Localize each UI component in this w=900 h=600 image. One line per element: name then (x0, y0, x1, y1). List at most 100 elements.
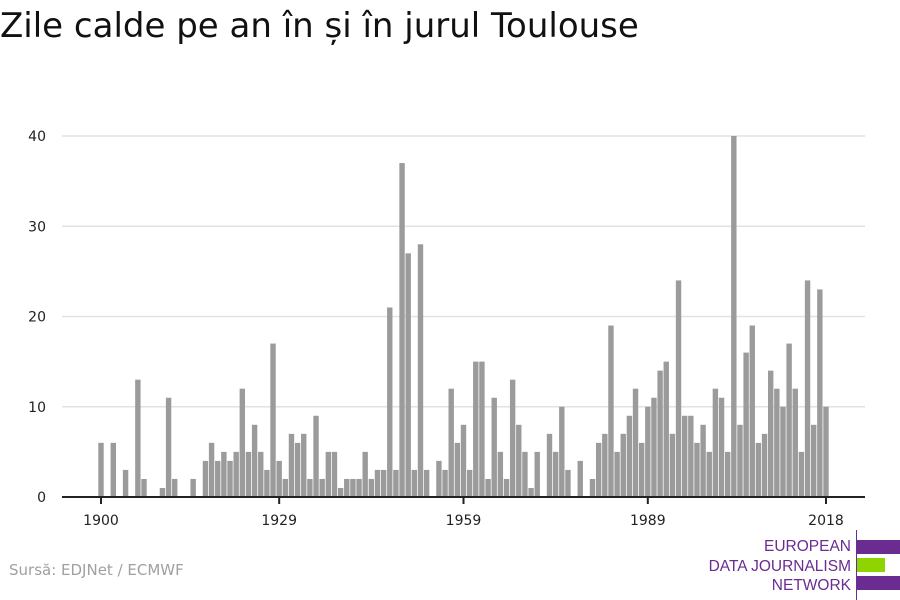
bar-1949 (399, 163, 405, 497)
bar-2005 (743, 352, 749, 497)
bar-1925 (251, 424, 258, 497)
bar-1902 (110, 442, 116, 497)
bar-1929 (276, 460, 282, 497)
bar-1940 (344, 478, 350, 497)
bar-1951 (411, 469, 418, 497)
bar-1926 (258, 451, 264, 497)
y-tick-label: 30 (28, 219, 46, 235)
y-tick-label: 10 (28, 400, 46, 416)
bar-1915 (190, 478, 196, 497)
logo-bar-purple-2 (857, 576, 900, 590)
bar-1945 (374, 469, 381, 497)
bar-2003 (731, 136, 737, 497)
bar-1934 (307, 478, 313, 497)
bar-1969 (522, 451, 528, 497)
bar-1998 (700, 424, 706, 497)
bar-1997 (694, 442, 700, 497)
bar-1931 (288, 433, 295, 497)
bar-1947 (387, 307, 393, 497)
bar-1974 (552, 451, 559, 497)
bar-1985 (620, 433, 626, 497)
bar-1921 (227, 460, 233, 497)
bar-1995 (681, 415, 688, 497)
bar-2009 (767, 370, 774, 497)
bar-1910 (159, 487, 166, 497)
bar-1917 (202, 460, 209, 497)
bar-1982 (602, 433, 608, 497)
bar-1981 (595, 442, 602, 497)
bar-1912 (172, 478, 178, 497)
y-tick-label: 0 (37, 490, 46, 506)
bar-1950 (405, 253, 411, 497)
bar-1963 (485, 478, 491, 497)
bar-1906 (135, 379, 141, 497)
bar-1994 (675, 280, 682, 497)
bar-1980 (589, 478, 596, 497)
bar-2004 (737, 424, 743, 497)
logo-line-2: DATA JOURNALISM (708, 558, 851, 575)
bar-1943 (362, 451, 368, 497)
bar-2012 (786, 343, 792, 497)
bar-1941 (350, 478, 356, 497)
bar-1968 (516, 424, 522, 497)
bar-1904 (122, 469, 129, 497)
bar-2001 (718, 397, 725, 497)
y-tick-label: 20 (28, 310, 46, 326)
bar-1962 (479, 361, 485, 497)
bar-1911 (165, 397, 172, 497)
bar-1959 (460, 424, 467, 497)
logo-divider (856, 530, 857, 600)
bar-1923 (239, 388, 246, 497)
bar-1944 (368, 478, 375, 497)
y-tick-label: 40 (28, 129, 46, 145)
bar-1935 (313, 415, 319, 497)
bar-1937 (325, 451, 332, 497)
bar-1970 (528, 487, 534, 497)
bar-1922 (233, 451, 239, 497)
bar-1938 (331, 451, 338, 497)
bar-2011 (780, 406, 786, 497)
bar-1936 (319, 478, 325, 497)
bar-1987 (632, 388, 639, 497)
bar-1961 (473, 361, 479, 497)
bar-1996 (688, 415, 694, 497)
bar-1993 (669, 433, 676, 497)
bar-2018 (823, 406, 829, 497)
bar-1971 (534, 451, 540, 497)
x-tick-label: 1900 (83, 513, 119, 529)
logo-bar-green (857, 558, 885, 572)
logo-line-3: NETWORK (771, 577, 851, 594)
bar-1956 (442, 469, 448, 497)
bar-2000 (712, 388, 719, 497)
bar-1958 (454, 442, 461, 497)
x-tick-label: 1929 (261, 513, 297, 529)
chart-title: Zile calde pe an în și în jurul Toulouse (0, 6, 639, 46)
bar-2013 (792, 388, 798, 497)
bar-1953 (423, 469, 430, 497)
x-tick-label: 1959 (446, 513, 482, 529)
bar-1939 (337, 487, 344, 497)
bar-1948 (393, 469, 399, 497)
bar-1920 (221, 451, 227, 497)
bar-2016 (811, 424, 817, 497)
bar-1918 (208, 442, 215, 497)
bar-1983 (608, 325, 614, 497)
x-tick-label: 1989 (630, 513, 666, 529)
bar-1952 (417, 244, 424, 497)
bar-1964 (491, 397, 497, 497)
bar-1990 (651, 397, 657, 497)
bar-1927 (264, 469, 270, 497)
bar-1955 (436, 460, 442, 497)
edjnet-logo: EUROPEAN DATA JOURNALISM NETWORK (700, 530, 900, 600)
bar-1976 (565, 469, 571, 497)
bar-1975 (559, 406, 565, 497)
bar-1986 (626, 415, 633, 497)
bar-1957 (448, 388, 454, 497)
bar-1966 (503, 478, 510, 497)
bar-1900 (98, 442, 104, 497)
bar-1933 (301, 433, 307, 497)
bar-1984 (614, 451, 620, 497)
x-tick-label: 2018 (808, 513, 844, 529)
bar-1907 (141, 478, 147, 497)
bar-2008 (761, 433, 768, 497)
